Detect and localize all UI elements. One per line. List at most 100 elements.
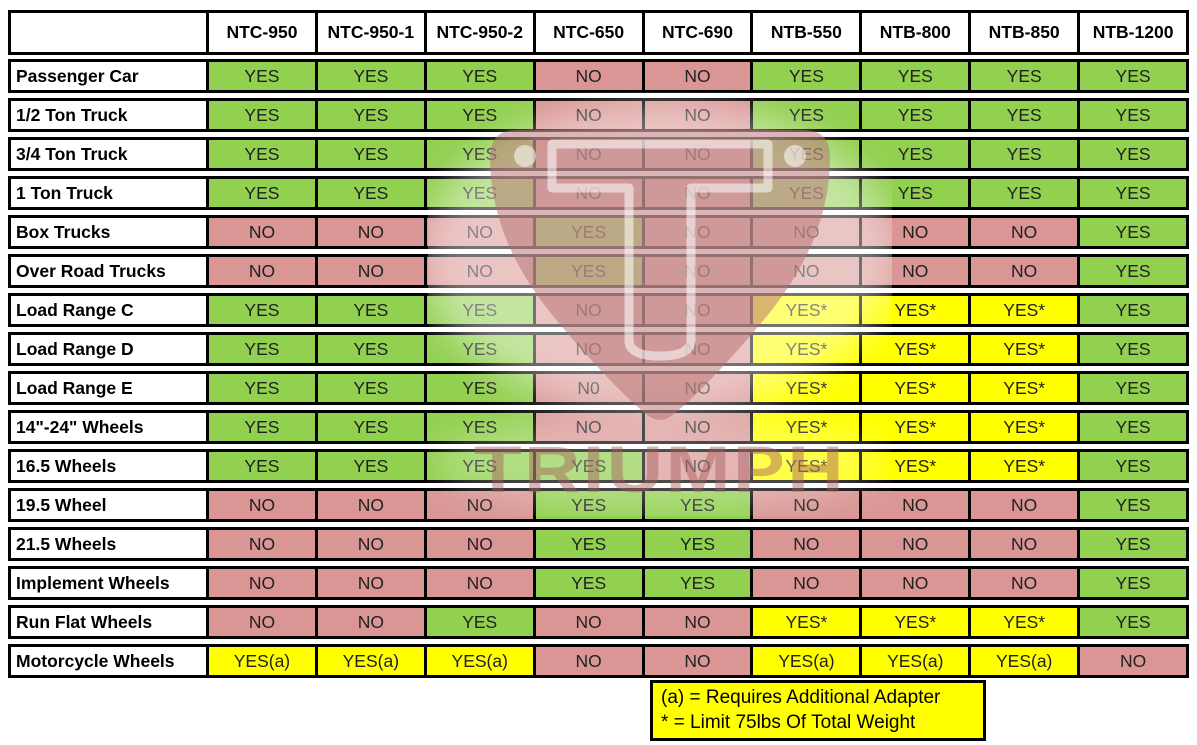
table-cell: YES* — [750, 605, 863, 639]
table-cell: NO — [314, 605, 427, 639]
table-cell: NO — [750, 215, 863, 249]
table-cell: YES — [314, 176, 427, 210]
table-cell: YES — [859, 98, 972, 132]
table-cell: NO — [641, 605, 754, 639]
table-cell: YES — [1077, 215, 1190, 249]
table-row: Run Flat Wheels NO NO YES NO NO YES* YES* YES* YE… — [8, 605, 1190, 639]
table-row: Box Trucks NO NO NO YES NO NO NO NO YES — [8, 215, 1190, 249]
table-cell: YES — [1077, 371, 1190, 405]
table-cell: NO — [968, 566, 1081, 600]
table-cell: YES* — [750, 371, 863, 405]
table-cell: YES — [968, 59, 1081, 93]
table-cell: YES — [423, 410, 536, 444]
table-cell: YES — [968, 137, 1081, 171]
table-cell: YES* — [859, 293, 972, 327]
table-cell: YES — [314, 332, 427, 366]
table-cell: YES(a) — [968, 644, 1081, 678]
row-label: Implement Wheels — [8, 566, 209, 600]
table-cell: NO — [750, 488, 863, 522]
table-cell: YES — [206, 176, 318, 210]
column-header: NTC-690 — [641, 10, 754, 55]
table-cell: NO — [314, 566, 427, 600]
table-cell: YES — [641, 488, 754, 522]
table-cell: YES* — [859, 605, 972, 639]
table-cell: YES* — [750, 449, 863, 483]
table-cell: YES — [1077, 98, 1190, 132]
table-cell: YES — [206, 449, 318, 483]
table-cell: NO — [641, 176, 754, 210]
legend-note: (a) = Requires Additional Adapter * = Li… — [650, 680, 986, 741]
table-cell: YES — [750, 59, 863, 93]
table-cell: YES — [423, 59, 536, 93]
table-row: 16.5 Wheels YES YES YES YES NO YES* YES* YES* YES — [8, 449, 1190, 483]
header-row: NTC-950 NTC-950-1 NTC-950-2 NTC-650 NTC-690 N… — [8, 10, 1190, 55]
table-cell: NO — [314, 488, 427, 522]
table-cell: YES(a) — [859, 644, 972, 678]
row-label: Motorcycle Wheels — [8, 644, 209, 678]
table-cell: YES — [314, 410, 427, 444]
table-cell: YES(a) — [423, 644, 536, 678]
table-cell: YES — [750, 137, 863, 171]
table-row: Motorcycle Wheels YES(a) YES(a) YES(a) NO NO Y… — [8, 644, 1190, 678]
table-row: Passenger Car YES YES YES NO NO YES YES YES YES — [8, 59, 1190, 93]
table-cell: YES* — [968, 371, 1081, 405]
column-header: NTC-950-1 — [314, 10, 427, 55]
table-row: Load Range E YES YES YES N0 NO YES* YES* YES* YES — [8, 371, 1190, 405]
table-cell: NO — [423, 566, 536, 600]
table-row: 14"-24" Wheels YES YES YES NO NO YES* YES* YES* Y… — [8, 410, 1190, 444]
table-cell: YES — [532, 215, 645, 249]
table-cell: NO — [532, 137, 645, 171]
column-header: NTC-650 — [532, 10, 645, 55]
table-cell: YES — [1077, 137, 1190, 171]
table-cell: NO — [532, 410, 645, 444]
table-cell: YES — [206, 410, 318, 444]
table-cell: YES* — [859, 449, 972, 483]
corner-cell — [8, 10, 209, 55]
table-cell: YES — [1077, 332, 1190, 366]
table-cell: NO — [859, 215, 972, 249]
table-row: 19.5 Wheel NO NO NO YES YES NO NO NO YES — [8, 488, 1190, 522]
table-cell: YES — [206, 371, 318, 405]
table-cell: NO — [641, 644, 754, 678]
table-cell: NO — [750, 566, 863, 600]
table-cell: YES — [314, 137, 427, 171]
column-header: NTC-950-2 — [423, 10, 536, 55]
table-cell: NO — [750, 254, 863, 288]
table-cell: NO — [206, 566, 318, 600]
table-cell: YES — [1077, 59, 1190, 93]
row-label: 1/2 Ton Truck — [8, 98, 209, 132]
table-cell: YES(a) — [750, 644, 863, 678]
table-cell: NO — [314, 254, 427, 288]
table-cell: YES — [206, 137, 318, 171]
table-cell: YES* — [859, 410, 972, 444]
table-cell: N0 — [532, 371, 645, 405]
table-cell: NO — [532, 332, 645, 366]
table-cell: YES* — [750, 410, 863, 444]
table-row: 3/4 Ton Truck YES YES YES NO NO YES YES YES YES — [8, 137, 1190, 171]
column-header: NTB-850 — [968, 10, 1081, 55]
table-cell: NO — [1077, 644, 1190, 678]
table-cell: YES — [423, 293, 536, 327]
table-cell: NO — [206, 527, 318, 561]
table-cell: YES — [968, 176, 1081, 210]
table-cell: NO — [641, 137, 754, 171]
table-cell: YES — [532, 449, 645, 483]
table-cell: NO — [206, 215, 318, 249]
table-cell: YES* — [968, 605, 1081, 639]
table-cell: NO — [532, 293, 645, 327]
table-cell: YES — [206, 332, 318, 366]
row-label: 19.5 Wheel — [8, 488, 209, 522]
table-cell: YES — [532, 527, 645, 561]
table-cell: NO — [641, 254, 754, 288]
table-cell: YES — [532, 488, 645, 522]
table-cell: YES — [859, 176, 972, 210]
table-cell: YES — [750, 176, 863, 210]
row-label: Load Range E — [8, 371, 209, 405]
table-cell: NO — [423, 527, 536, 561]
table-cell: YES* — [750, 332, 863, 366]
table-cell: NO — [423, 215, 536, 249]
column-header: NTB-1200 — [1077, 10, 1190, 55]
table-cell: YES — [1077, 449, 1190, 483]
table-cell: YES* — [968, 293, 1081, 327]
table-cell: NO — [532, 644, 645, 678]
